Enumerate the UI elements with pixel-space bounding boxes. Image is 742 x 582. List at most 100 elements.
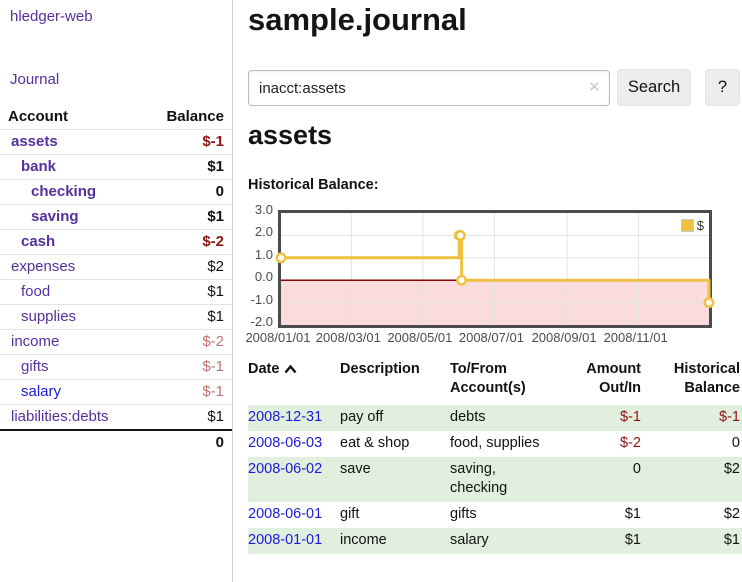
account-row: expenses $2	[0, 254, 232, 279]
transaction-description: gift	[340, 506, 360, 522]
transaction-accounts: debts	[450, 409, 486, 425]
transaction-amount: 0	[632, 461, 641, 477]
accounts-total-row: 0	[0, 429, 232, 455]
account-row: income $-2	[0, 329, 232, 354]
account-column-header: Account	[8, 108, 68, 125]
account-row: gifts $-1	[0, 354, 232, 379]
account-row: assets $-1	[0, 129, 232, 154]
account-balance: $1	[207, 283, 224, 300]
transaction-amount: $1	[624, 532, 641, 548]
date-column-header[interactable]: Date	[248, 360, 340, 405]
data-point-marker	[456, 274, 468, 286]
transaction-balance: $2	[723, 461, 740, 477]
sidebar-account-link[interactable]: gifts	[21, 358, 49, 375]
search-input[interactable]	[248, 70, 610, 106]
y-tick-label: 3.0	[254, 202, 273, 217]
account-row: liabilities:debts $1	[0, 404, 232, 429]
help-button[interactable]: ?	[705, 69, 740, 106]
amount-column-header: Amount Out/In	[586, 361, 641, 396]
brand-link[interactable]: hledger-web	[10, 8, 93, 25]
account-heading: assets	[248, 120, 333, 150]
sort-ascending-chevron-icon	[285, 365, 297, 374]
accounts-rows: assets $-1 bank $1 checking 0 saving $1 cash $-2 e…	[0, 129, 232, 429]
table-row: 2008-06-01 gift gifts $1 $2	[248, 502, 742, 528]
account-balance: $-1	[202, 383, 224, 400]
x-tick-label: 2008/09/01	[531, 330, 597, 345]
transaction-accounts: salary	[450, 532, 489, 548]
balance-column-header: Balance	[166, 108, 224, 125]
transaction-balance: $2	[723, 506, 740, 522]
y-tick-label: -1.0	[250, 291, 273, 307]
transaction-balance: 0	[731, 435, 740, 451]
account-balance: $1	[207, 408, 224, 425]
account-balance: $-2	[202, 333, 224, 350]
accounts-table: Account Balance assets $-1 bank $1 checking 0…	[0, 104, 232, 455]
date-header-label: Date	[248, 361, 280, 377]
account-balance: $2	[207, 258, 224, 275]
transaction-balance: $1	[723, 532, 740, 548]
transaction-date-link[interactable]: 2008-06-01	[248, 506, 323, 522]
sidebar-account-link[interactable]: liabilities:debts	[11, 408, 109, 425]
x-tick-label: 2008/11/01	[603, 330, 668, 345]
sidebar-account-link[interactable]: food	[21, 283, 51, 300]
transaction-date-link[interactable]: 2008-12-31	[248, 409, 323, 425]
y-tick-label: 0.0	[254, 269, 273, 285]
sidebar-account-link[interactable]: checking	[31, 183, 97, 200]
table-row: 2008-06-03 eat & shop food, supplies $-2 0	[248, 431, 742, 457]
search-button[interactable]: Search	[617, 69, 691, 106]
transaction-amount: $-2	[620, 435, 641, 451]
account-balance: $-1	[202, 133, 224, 150]
account-balance: $-1	[202, 358, 224, 375]
transaction-date-link[interactable]: 2008-06-02	[248, 461, 323, 477]
y-tick-label: 2.0	[254, 224, 273, 240]
register-rows: 2008-12-31 pay off debts $-1 $-1 2008-06-03 ea…	[248, 405, 742, 554]
data-point-marker	[703, 297, 715, 309]
transaction-date-link[interactable]: 2008-01-01	[248, 532, 323, 548]
transaction-accounts: saving, checking	[450, 461, 508, 496]
account-row: saving $1	[0, 204, 232, 229]
sidebar-account-link[interactable]: supplies	[21, 308, 77, 325]
account-balance: $-2	[202, 233, 224, 250]
y-tick-label: 1.0	[254, 246, 273, 262]
account-row: salary $-1	[0, 379, 232, 404]
page-title: sample.journal	[248, 2, 467, 37]
chart-title: Historical Balance:	[248, 177, 379, 193]
balance-column-header: Historical Balance	[673, 361, 740, 396]
sidebar-account-link[interactable]: income	[11, 333, 60, 350]
transaction-accounts: food, supplies	[450, 435, 540, 451]
account-row: checking 0	[0, 179, 232, 204]
table-row: 2008-12-31 pay off debts $-1 $-1	[248, 405, 742, 431]
sidebar-account-link[interactable]: assets	[11, 133, 58, 150]
sidebar-account-link[interactable]: salary	[21, 383, 62, 400]
x-tick-label: 2008/07/01	[458, 330, 524, 345]
total-balance: 0	[215, 434, 224, 451]
x-tick-label: 2008/03/01	[315, 330, 381, 345]
accounts-column-header: To/From Account(s)	[450, 361, 526, 396]
account-balance: $1	[207, 308, 224, 325]
account-balance: 0	[215, 183, 224, 200]
transaction-description: income	[340, 532, 387, 548]
transaction-description: eat & shop	[340, 435, 410, 451]
transaction-balance: $-1	[719, 409, 740, 425]
transaction-date-link[interactable]: 2008-06-03	[248, 435, 323, 451]
legend-swatch	[680, 219, 694, 232]
sidebar-account-link[interactable]: expenses	[11, 258, 76, 275]
transaction-amount: $1	[624, 506, 641, 522]
data-point-marker	[454, 229, 466, 241]
historical-balance-chart: 3.0 2.0 1.0 0.0 -1.0 -2.0 $ 2008/01/01 2008/03…	[244, 202, 722, 348]
x-tick-label: 2008/05/01	[387, 330, 453, 345]
x-tick-label: 2008/01/01	[245, 330, 311, 345]
sidebar-account-link[interactable]: cash	[21, 233, 56, 250]
register-table: Date Description To/From Account(s) Amou…	[248, 360, 742, 554]
sidebar-account-link[interactable]: saving	[31, 208, 79, 225]
chart-plot-area: $	[275, 210, 715, 328]
legend-label: $	[696, 218, 704, 233]
sidebar: hledger-web Journal Account Balance asse…	[0, 0, 233, 582]
sidebar-item-journal[interactable]: Journal	[10, 71, 60, 88]
clear-search-icon[interactable]: ✕	[588, 79, 601, 96]
table-row: 2008-06-02 save saving, checking 0 $2	[248, 457, 742, 502]
account-balance: $1	[207, 158, 224, 175]
transaction-accounts: gifts	[450, 506, 477, 522]
sidebar-account-link[interactable]: bank	[21, 158, 57, 175]
